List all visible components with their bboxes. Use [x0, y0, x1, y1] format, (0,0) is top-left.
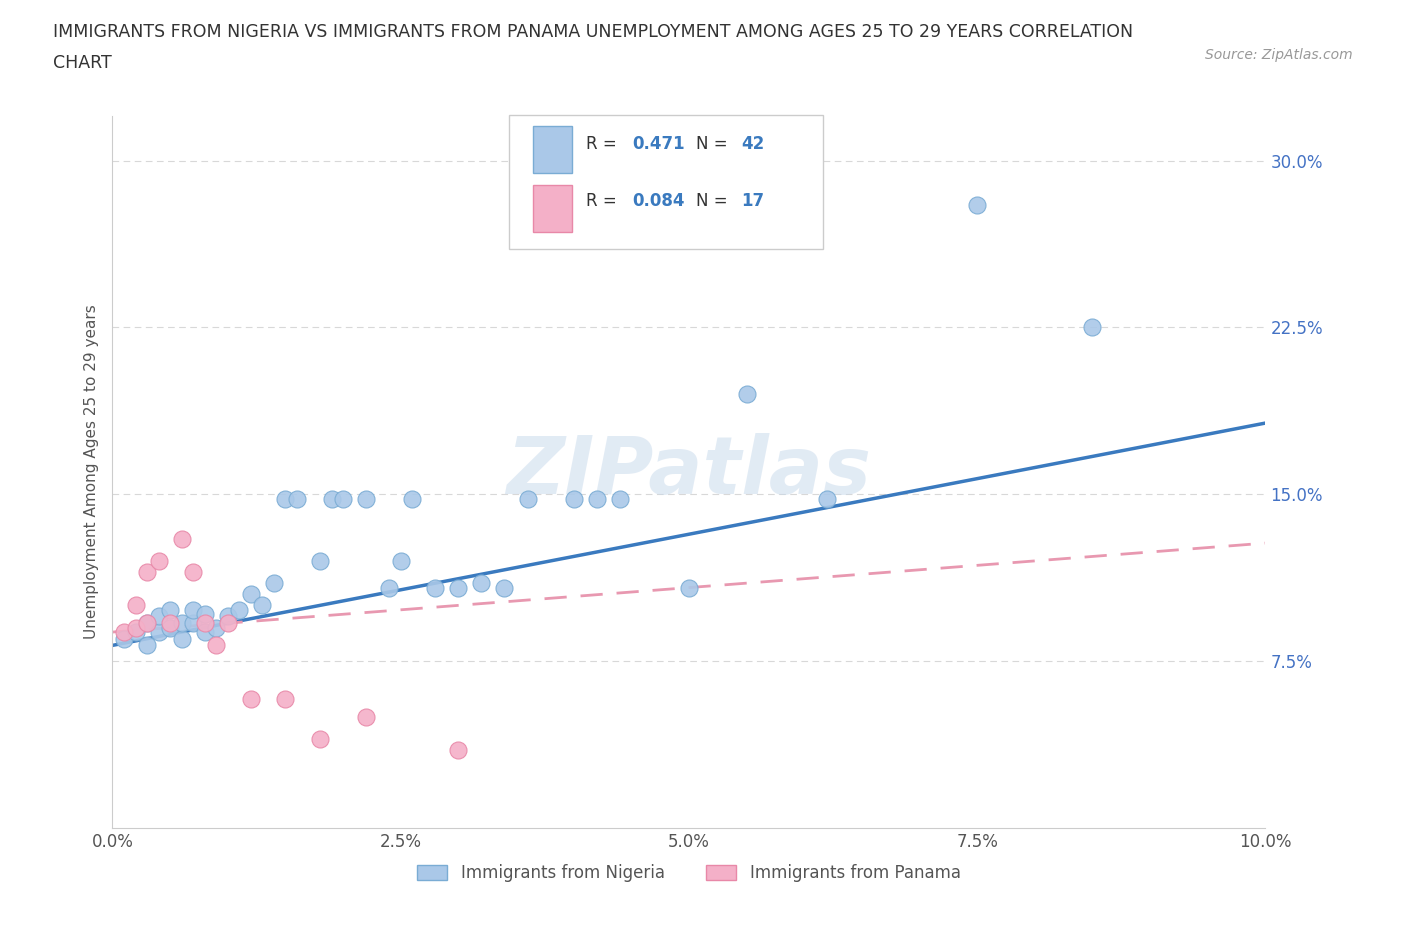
Point [562, 491, 585, 506]
Point [205, 620, 228, 635]
Point [263, 576, 285, 591]
Point [516, 491, 538, 506]
Point [136, 616, 159, 631]
Point [239, 691, 262, 706]
Point [159, 603, 181, 618]
Point [148, 609, 170, 624]
Point [378, 580, 401, 595]
Point [124, 598, 146, 613]
Point [735, 387, 758, 402]
Point [136, 638, 159, 653]
Point [194, 625, 217, 640]
Point [285, 491, 308, 506]
Text: ZIPatlas: ZIPatlas [506, 433, 872, 511]
Point [194, 606, 217, 621]
Point [401, 491, 423, 506]
Point [447, 580, 470, 595]
Text: N =: N = [696, 135, 733, 153]
Text: 42: 42 [741, 135, 765, 153]
Point [136, 616, 159, 631]
Point [966, 198, 988, 213]
Point [321, 491, 343, 506]
Text: R =: R = [586, 135, 623, 153]
Point [181, 616, 204, 631]
Point [112, 631, 135, 646]
Point [205, 638, 228, 653]
Point [494, 580, 516, 595]
Point [112, 625, 135, 640]
Text: CHART: CHART [53, 54, 112, 72]
Point [815, 491, 838, 506]
Point [194, 616, 217, 631]
Point [124, 620, 146, 635]
Point [239, 587, 262, 602]
Point [217, 616, 239, 631]
Point [425, 580, 447, 595]
Text: Source: ZipAtlas.com: Source: ZipAtlas.com [1205, 48, 1353, 62]
Point [389, 553, 412, 568]
Point [332, 491, 354, 506]
Point [148, 625, 170, 640]
Point [159, 616, 181, 631]
Point [585, 491, 607, 506]
Point [181, 565, 204, 579]
Point [228, 603, 250, 618]
Y-axis label: Unemployment Among Ages 25 to 29 years: Unemployment Among Ages 25 to 29 years [83, 305, 98, 639]
Point [274, 491, 297, 506]
Point [354, 709, 377, 724]
Text: N =: N = [696, 192, 733, 210]
Point [170, 531, 193, 546]
Point [470, 576, 492, 591]
Point [1081, 320, 1104, 335]
Point [181, 603, 204, 618]
Point [678, 580, 700, 595]
Point [148, 553, 170, 568]
Point [159, 620, 181, 635]
Point [309, 553, 332, 568]
Point [354, 491, 377, 506]
Text: 17: 17 [741, 192, 763, 210]
Legend: Immigrants from Nigeria, Immigrants from Panama: Immigrants from Nigeria, Immigrants from… [409, 856, 969, 891]
Text: 0.471: 0.471 [633, 135, 685, 153]
Point [124, 625, 146, 640]
Text: IMMIGRANTS FROM NIGERIA VS IMMIGRANTS FROM PANAMA UNEMPLOYMENT AMONG AGES 25 TO : IMMIGRANTS FROM NIGERIA VS IMMIGRANTS FR… [53, 23, 1133, 41]
Point [170, 616, 193, 631]
Text: 0.084: 0.084 [633, 192, 685, 210]
Point [274, 691, 297, 706]
Point [609, 491, 631, 506]
Point [309, 731, 332, 746]
Point [217, 609, 239, 624]
Point [136, 565, 159, 579]
Point [252, 598, 274, 613]
Text: R =: R = [586, 192, 623, 210]
Point [170, 631, 193, 646]
Point [447, 742, 470, 757]
